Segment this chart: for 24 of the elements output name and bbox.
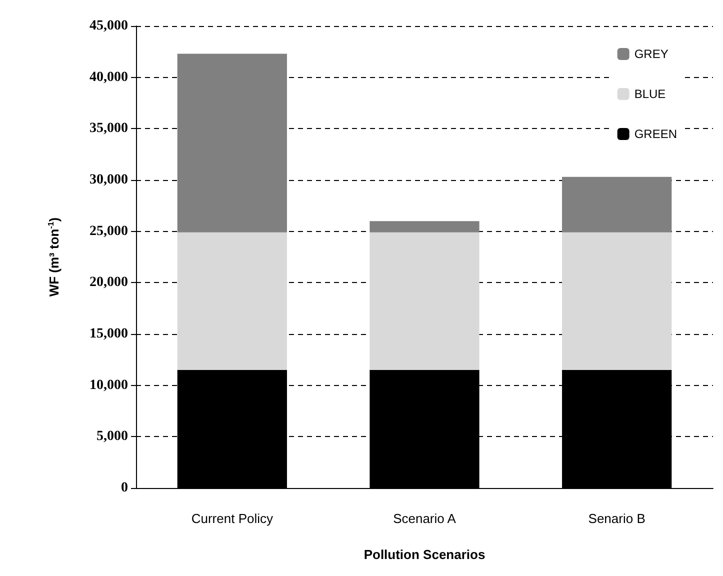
- legend-label: GREEN: [634, 127, 678, 141]
- bar: [370, 232, 480, 370]
- bar: [177, 232, 287, 370]
- bar: [562, 176, 672, 232]
- bar: [177, 54, 287, 232]
- legend-label: GREY: [634, 47, 668, 61]
- bar: [562, 232, 672, 370]
- y-tick-label: 35,000: [90, 121, 128, 136]
- y-tick-label: 40,000: [90, 70, 128, 85]
- x-tick-label: Scenario A: [393, 511, 456, 526]
- bar: [370, 221, 480, 232]
- y-tick-label: 15,000: [90, 326, 128, 342]
- y-tick-label: 10,000: [90, 378, 128, 393]
- x-tick-label: Current Policy: [191, 511, 274, 526]
- y-tick-label: 5,000: [96, 429, 128, 444]
- y-tick-label: 20,000: [90, 275, 128, 290]
- y-axis-title: WF (m³ ton-1): [46, 217, 62, 297]
- x-axis-title: Pollution Scenarios: [364, 547, 486, 562]
- x-tick-label: Senario B: [588, 511, 646, 526]
- y-tick-label: 45,000: [90, 18, 128, 34]
- y-tick-label: 0: [121, 480, 128, 496]
- legend-label: BLUE: [634, 87, 666, 101]
- y-tick-label: 25,000: [90, 224, 128, 239]
- y-tick-label: 30,000: [90, 172, 128, 188]
